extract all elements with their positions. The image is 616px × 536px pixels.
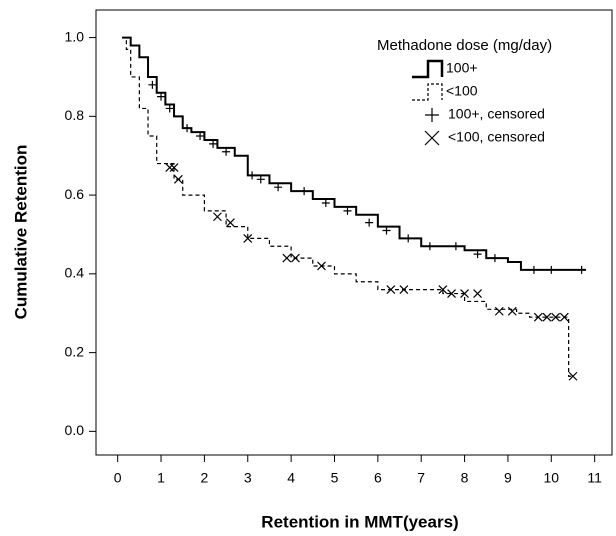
x-tick-label: 4 (287, 470, 295, 486)
y-tick-label: 1.0 (65, 28, 85, 44)
censor-marker (547, 265, 556, 274)
x-tick-label: 1 (157, 470, 165, 486)
censor-marker (165, 104, 174, 113)
legend-line (412, 83, 443, 101)
x-tick-label: 0 (114, 470, 122, 486)
y-axis-label: Cumulative Retention (11, 145, 30, 320)
censor-marker (460, 289, 469, 298)
censor-marker (274, 183, 283, 192)
censor-marker (212, 212, 222, 222)
censor-marker (169, 163, 179, 172)
legend-title: Methadone dose (mg/day) (377, 37, 552, 54)
censor-marker (317, 261, 326, 271)
censor-marker (225, 218, 235, 228)
censor-marker (494, 306, 504, 316)
censor-marker (473, 250, 482, 259)
censor-marker (148, 80, 157, 89)
legend-marker (425, 108, 439, 122)
x-tick-label: 8 (461, 470, 469, 486)
censor-marker (529, 265, 538, 274)
censor-marker (507, 306, 517, 316)
censor-marker (157, 92, 166, 101)
censor-marker (490, 254, 499, 263)
censor-marker (551, 312, 561, 322)
censor-marker (386, 285, 396, 295)
y-tick-label: 0.0 (65, 422, 85, 438)
y-tick-label: 0.6 (65, 186, 85, 202)
plot-frame (95, 9, 613, 456)
censor-marker (473, 289, 483, 298)
censor-marker (343, 206, 352, 215)
y-tick-label: 0.4 (65, 265, 85, 281)
censor-marker (248, 171, 257, 180)
legend-marker (424, 130, 440, 146)
censor-marker (559, 312, 569, 322)
y-tick-label: 0.2 (65, 343, 85, 359)
censor-marker (196, 132, 205, 141)
censor-marker (451, 242, 460, 251)
censor-marker (282, 253, 292, 263)
x-tick-label: 7 (417, 470, 425, 486)
x-tick-label: 6 (374, 470, 382, 486)
survival-curve (122, 36, 586, 271)
censor-marker (321, 198, 330, 207)
legend-line (412, 59, 444, 79)
x-tick-label: 11 (587, 470, 602, 486)
censor-marker (438, 285, 448, 295)
censor-marker (243, 233, 253, 243)
censor-marker (256, 175, 265, 184)
legend-label: 100+ (446, 60, 478, 76)
censor-marker (542, 312, 552, 322)
censor-marker (183, 124, 192, 133)
censor-marker (447, 289, 456, 298)
censor-marker (404, 234, 413, 243)
legend-label: 100+, censored (448, 106, 545, 122)
x-axis-label: Retention in MMT(years) (261, 512, 458, 531)
censor-marker (425, 242, 434, 251)
censor-marker (577, 265, 586, 274)
x-tick-label: 9 (504, 470, 512, 486)
censor-marker (209, 139, 218, 148)
legend-label: <100 (446, 83, 478, 99)
censor-marker (222, 147, 231, 156)
x-tick-label: 5 (331, 470, 339, 486)
censor-marker (568, 371, 578, 381)
x-tick-label: 2 (201, 470, 209, 486)
x-tick-label: 3 (244, 470, 252, 486)
censor-marker (173, 174, 183, 184)
censor-marker (399, 285, 409, 295)
censor-marker (365, 218, 374, 227)
survival-curve (122, 36, 573, 377)
y-tick-label: 0.8 (65, 107, 85, 123)
censor-marker (165, 163, 175, 172)
legend-label: <100, censored (448, 129, 545, 145)
x-tick-label: 10 (544, 470, 560, 486)
censor-marker (300, 187, 309, 196)
censor-marker (291, 253, 300, 263)
censor-marker (533, 312, 543, 322)
censor-marker (382, 226, 391, 235)
